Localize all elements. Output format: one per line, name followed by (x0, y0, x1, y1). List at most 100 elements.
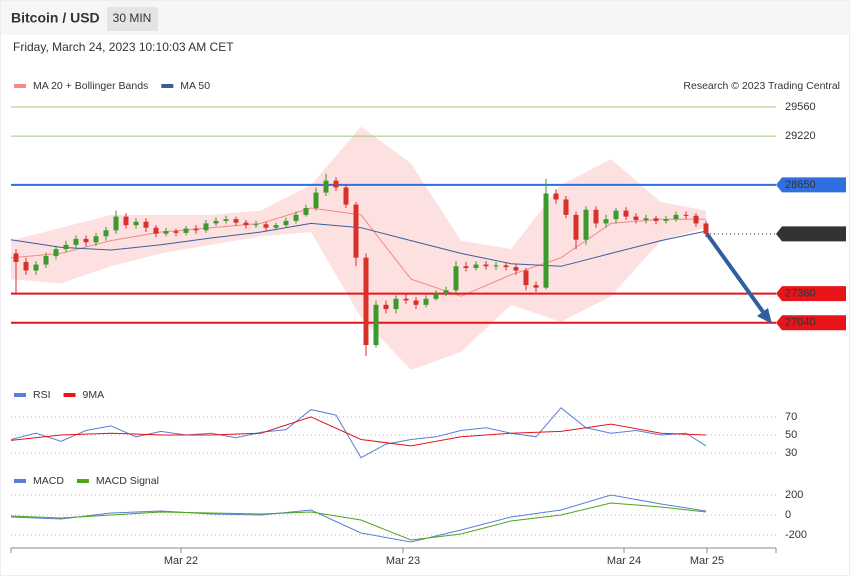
level-label: 28650 (785, 179, 816, 191)
legend-label: RSI (33, 389, 51, 401)
candle-body (333, 180, 339, 188)
y-tick-label: 30 (785, 447, 797, 459)
candle-body (323, 180, 329, 193)
candle-body (173, 231, 179, 233)
candle-body (113, 216, 119, 231)
series-line (10, 502, 707, 541)
candle-body (303, 208, 309, 215)
legend-swatch (76, 479, 89, 483)
candle-body (583, 209, 589, 240)
candle-body (553, 193, 559, 200)
candle-body (433, 293, 439, 299)
candle-body (83, 238, 89, 243)
y-tick-label: 0 (785, 509, 791, 521)
series-line (10, 207, 706, 297)
candle-body (23, 261, 29, 271)
legend-swatch (161, 84, 174, 88)
candle-body (423, 298, 429, 305)
legend-label: MACD (33, 475, 64, 487)
candle-body (283, 220, 289, 226)
candle-body (63, 244, 69, 250)
candle-body (663, 219, 669, 221)
candle-body (123, 216, 129, 226)
x-tick-label: Mar 25 (690, 555, 724, 567)
level-tag (776, 177, 846, 193)
candle-body (493, 265, 499, 267)
candle-body (413, 300, 419, 305)
series-line (10, 222, 707, 267)
level-tag (776, 315, 846, 331)
candle-body (223, 219, 229, 221)
candle-body (473, 264, 479, 268)
candle-body (603, 219, 609, 224)
candle-body (183, 228, 189, 233)
candle-body (393, 298, 399, 310)
date: Friday, March 24, 2023 10:10:03 AM CET (13, 40, 234, 54)
candle-body (353, 204, 359, 258)
candle-body (543, 193, 549, 288)
candle-body (673, 214, 679, 220)
candle-body (33, 264, 39, 271)
candle-body (103, 230, 109, 237)
level-label: 27040 (785, 317, 816, 329)
y-tick-label: 200 (785, 489, 803, 501)
level-tag (776, 226, 846, 242)
candle-body (313, 192, 319, 209)
candle-body (203, 223, 209, 231)
candle-body (563, 199, 569, 215)
title: Bitcoin / USD (11, 10, 100, 26)
candle-body (483, 264, 489, 267)
level-tag (776, 286, 846, 302)
candle-body (593, 209, 599, 224)
legend-label: 9MA (83, 389, 105, 401)
candle-body (453, 266, 459, 291)
candle-body (73, 238, 79, 245)
candle-body (463, 266, 469, 268)
x-tick-label: Mar 23 (386, 555, 420, 567)
legend-swatch (63, 393, 76, 397)
candle-body (403, 298, 409, 301)
level-label: 27380 (785, 288, 816, 300)
candle-body (143, 221, 149, 228)
interval-box (107, 7, 158, 31)
candle-body (643, 218, 649, 221)
candle-body (533, 285, 539, 288)
candle-body (683, 214, 689, 216)
candle-body (363, 257, 369, 346)
x-tick-label: Mar 22 (164, 555, 198, 567)
candle-body (253, 224, 259, 226)
candle-body (503, 265, 509, 268)
candle-body (513, 267, 519, 271)
candle-body (523, 270, 529, 286)
series-line (10, 494, 707, 543)
candle-body (693, 215, 699, 224)
candle-body (383, 304, 389, 310)
candle-body (653, 218, 659, 221)
credit: Research © 2023 Trading Central (683, 80, 840, 92)
series-line (10, 416, 707, 447)
candle-body (93, 236, 99, 243)
candle-body (573, 214, 579, 240)
candle-body (153, 227, 159, 234)
forecast-arrow-head (757, 308, 772, 324)
candle-body (633, 216, 639, 221)
interval: 30 MIN (113, 11, 152, 25)
candle-body (133, 221, 139, 226)
series-line (10, 407, 707, 459)
candle-body (293, 214, 299, 221)
legend-label: MA 20 + Bollinger Bands (33, 80, 148, 92)
y-tick-label: 50 (785, 429, 797, 441)
level-label: 29560 (785, 101, 816, 113)
candle-body (373, 304, 379, 346)
candle-body (163, 231, 169, 234)
legend-label: MA 50 (180, 80, 210, 92)
legend-swatch (14, 393, 26, 397)
legend-label: MACD Signal (96, 475, 159, 487)
candle-body (623, 210, 629, 217)
candle-body (43, 255, 49, 265)
candle-body (213, 220, 219, 224)
candle-body (233, 219, 239, 223)
candle-body (243, 222, 249, 226)
y-tick-label: -200 (785, 529, 807, 541)
